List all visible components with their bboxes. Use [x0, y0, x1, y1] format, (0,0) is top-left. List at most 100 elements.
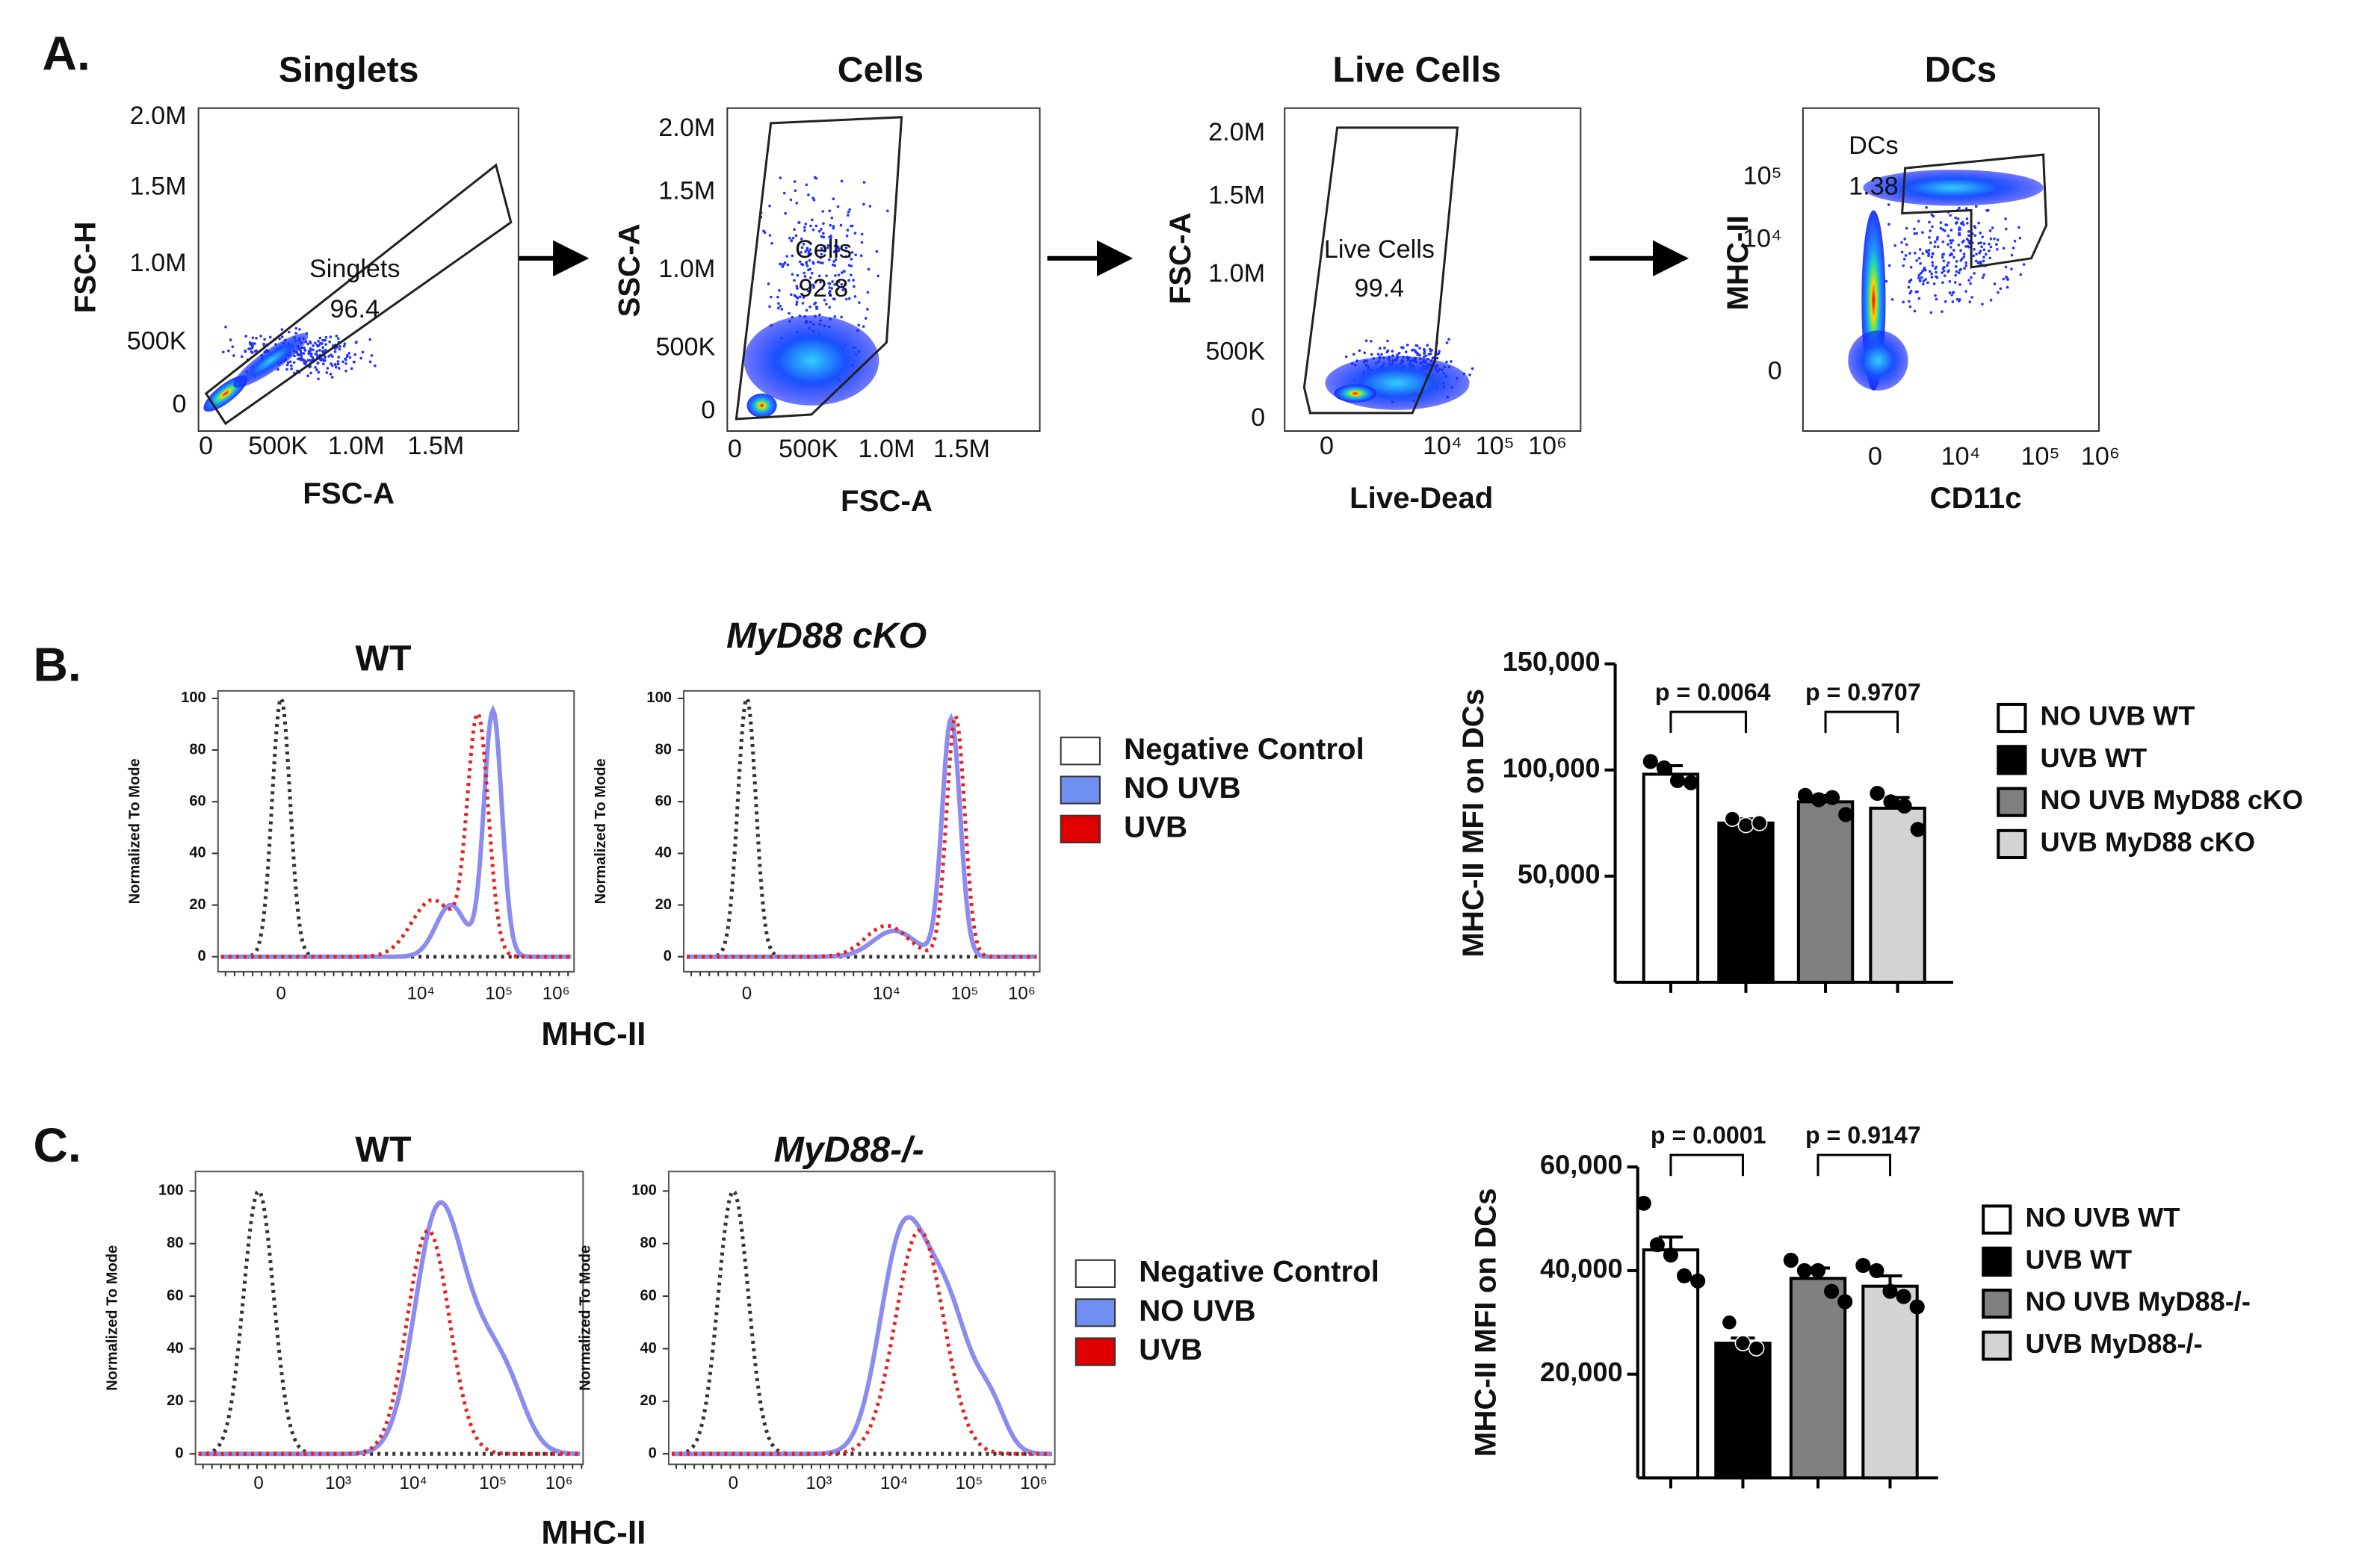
annotation: p = 0.0064 [1655, 678, 1771, 705]
data-point [1783, 1252, 1799, 1268]
event-dot [844, 282, 847, 286]
event-dot [828, 291, 831, 295]
event-dot [333, 362, 337, 366]
x-axis-label: MHC-II [541, 1016, 646, 1053]
event-dot [1428, 347, 1432, 351]
event-dot [292, 361, 296, 364]
event-dot [336, 360, 340, 363]
event-dot [849, 273, 853, 276]
event-dot [802, 242, 806, 246]
event-dot [805, 261, 808, 264]
event-dot [788, 236, 791, 240]
event-dot [1913, 309, 1917, 313]
event-dot [1979, 232, 1982, 235]
event-dot [1943, 265, 1946, 269]
event-dot [762, 229, 765, 233]
event-dot [1954, 265, 1958, 268]
event-dot [828, 306, 832, 309]
event-dot [326, 367, 330, 370]
x-tick-label: 0 [199, 432, 213, 460]
event-dot [1973, 272, 1976, 275]
event-dot [794, 295, 798, 298]
event-dot [832, 226, 835, 230]
event-dot [1913, 227, 1916, 231]
x-tick-label: 10⁴ [407, 983, 435, 1003]
density-blob [743, 315, 879, 406]
event-dot [1383, 347, 1386, 350]
event-dot [778, 289, 781, 292]
data-point [1721, 1314, 1738, 1331]
event-dot [1904, 254, 1908, 257]
panel-label: C. [33, 1118, 81, 1172]
event-dot [303, 346, 306, 350]
event-dot [816, 260, 820, 264]
event-dot [807, 252, 811, 255]
event-dot [304, 360, 308, 364]
event-dot [1988, 229, 1992, 232]
event-dot [807, 193, 810, 196]
x-axis-label: FSC-A [303, 477, 395, 510]
event-dot [2004, 265, 2008, 269]
event-dot [312, 344, 315, 347]
event-dot [280, 328, 284, 331]
event-dot [886, 209, 889, 213]
event-dot [868, 205, 872, 208]
event-dot [853, 232, 857, 235]
event-dot [1386, 339, 1389, 343]
event-dot [1468, 374, 1471, 376]
y-axis-label: Normalized To Mode [104, 1245, 120, 1391]
legend-label: UVB [1139, 1333, 1202, 1366]
event-dot [1946, 264, 1949, 267]
event-dot [1927, 249, 1931, 252]
event-dot [1964, 207, 1968, 210]
event-dot [255, 336, 258, 340]
event-dot [830, 287, 834, 290]
event-dot [875, 250, 879, 253]
event-dot [1959, 222, 1963, 225]
event-dot [860, 232, 864, 236]
event-dot [355, 340, 358, 344]
y-tick-label: 20 [189, 896, 205, 913]
event-dot [1887, 223, 1890, 226]
event-dot [294, 326, 298, 330]
gate [1302, 126, 1459, 415]
event-dot [324, 356, 327, 359]
event-dot [1979, 250, 1982, 252]
legend-label: UVB MyD88 cKO [2041, 826, 2255, 857]
event-dot [836, 245, 840, 249]
event-dot [1370, 339, 1373, 343]
event-dot [318, 349, 321, 352]
data-point [1636, 1195, 1651, 1211]
event-dot [1909, 290, 1913, 293]
event-dot [325, 371, 329, 374]
event-dot [1941, 255, 1944, 259]
event-dot [1942, 269, 1946, 273]
event-dot [1917, 257, 1921, 260]
event-dot [793, 279, 796, 282]
event-dot [1908, 300, 1911, 303]
event-dot [314, 365, 317, 369]
event-dot [1926, 250, 1929, 254]
event-dot [1981, 235, 1984, 239]
event-dot [1922, 279, 1926, 282]
data-point [1883, 794, 1899, 810]
data-point [1810, 1262, 1826, 1278]
data-point [1734, 1335, 1751, 1351]
plot-title: Singlets [279, 49, 419, 90]
event-dot [803, 229, 806, 232]
event-dot [1976, 261, 1980, 264]
event-dot [1905, 243, 1908, 247]
event-dot [1993, 237, 1996, 241]
histogram-uvb [671, 1228, 1052, 1456]
y-tick-label: 1.0M [1208, 259, 1265, 288]
bar [1869, 806, 1926, 984]
event-dot [1445, 341, 1449, 344]
event-dot [832, 224, 835, 228]
plot-title: Live Cells [1333, 49, 1501, 90]
event-dot [1963, 267, 1966, 270]
event-dot [324, 343, 327, 346]
event-dot [361, 350, 365, 354]
gate [735, 116, 903, 421]
event-dot [1380, 353, 1383, 356]
event-dot [1947, 261, 1950, 264]
